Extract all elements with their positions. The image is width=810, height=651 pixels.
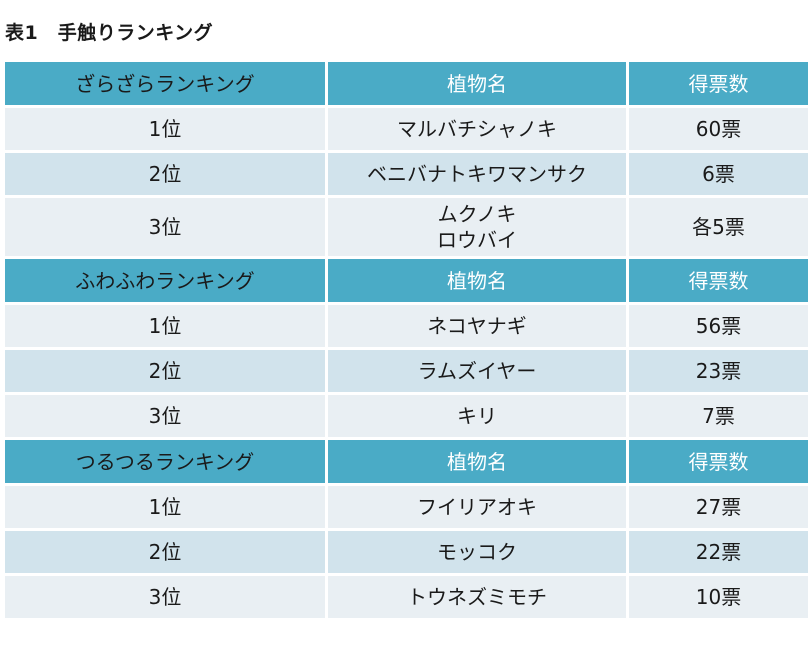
rank-cell: 1位 bbox=[2, 105, 328, 153]
table-row: 1位 ネコヤナギ 56票 bbox=[2, 302, 810, 350]
category-header: つるつるランキング bbox=[2, 437, 328, 486]
votes-header: 得票数 bbox=[626, 256, 810, 305]
votes-cell: 各5票 bbox=[626, 195, 810, 259]
table-row: 2位 ベニバナトキワマンサク 6票 bbox=[2, 150, 810, 198]
rank-cell: 2位 bbox=[2, 347, 328, 395]
plant-name-header: 植物名 bbox=[325, 59, 629, 108]
ranking-table: ざらざらランキング 植物名 得票数 1位 マルバチシャノキ 60票 2位 ベニバ… bbox=[2, 59, 810, 621]
section-header-row: つるつるランキング 植物名 得票数 bbox=[2, 437, 810, 486]
plant-name-header: 植物名 bbox=[325, 256, 629, 305]
plant-name-header: 植物名 bbox=[325, 437, 629, 486]
rank-cell: 3位 bbox=[2, 195, 328, 259]
votes-cell: 56票 bbox=[626, 302, 810, 350]
votes-header: 得票数 bbox=[626, 59, 810, 108]
rank-cell: 2位 bbox=[2, 528, 328, 576]
plant-name: ムクノキ bbox=[437, 202, 517, 226]
table-row: 3位 ムクノキ ロウバイ 各5票 bbox=[2, 195, 810, 259]
plant-cell: フイリアオキ bbox=[325, 483, 629, 531]
category-header: ざらざらランキング bbox=[2, 59, 328, 108]
rank-cell: 3位 bbox=[2, 573, 328, 621]
section-header-row: ふわふわランキング 植物名 得票数 bbox=[2, 256, 810, 305]
votes-cell: 7票 bbox=[626, 392, 810, 440]
category-header: ふわふわランキング bbox=[2, 256, 328, 305]
plant-cell: ラムズイヤー bbox=[325, 347, 629, 395]
rank-cell: 2位 bbox=[2, 150, 328, 198]
rank-cell: 3位 bbox=[2, 392, 328, 440]
rank-cell: 1位 bbox=[2, 302, 328, 350]
table-title: 表1 手触りランキング bbox=[5, 22, 214, 44]
votes-cell: 10票 bbox=[626, 573, 810, 621]
votes-header: 得票数 bbox=[626, 437, 810, 486]
table-row: 2位 ラムズイヤー 23票 bbox=[2, 347, 810, 395]
plant-name: ロウバイ bbox=[437, 228, 517, 252]
plant-cell: ベニバナトキワマンサク bbox=[325, 150, 629, 198]
plant-cell: マルバチシャノキ bbox=[325, 105, 629, 153]
table-row: 1位 フイリアオキ 27票 bbox=[2, 483, 810, 531]
votes-cell: 27票 bbox=[626, 483, 810, 531]
table-row: 3位 トウネズミモチ 10票 bbox=[2, 573, 810, 621]
votes-cell: 23票 bbox=[626, 347, 810, 395]
table-row: 1位 マルバチシャノキ 60票 bbox=[2, 105, 810, 153]
plant-cell: キリ bbox=[325, 392, 629, 440]
table-row: 3位 キリ 7票 bbox=[2, 392, 810, 440]
plant-cell: モッコク bbox=[325, 528, 629, 576]
votes-cell: 22票 bbox=[626, 528, 810, 576]
table-row: 2位 モッコク 22票 bbox=[2, 528, 810, 576]
plant-cell: トウネズミモチ bbox=[325, 573, 629, 621]
plant-cell: ムクノキ ロウバイ bbox=[325, 195, 629, 259]
section-header-row: ざらざらランキング 植物名 得票数 bbox=[2, 59, 810, 108]
votes-cell: 60票 bbox=[626, 105, 810, 153]
plant-cell: ネコヤナギ bbox=[325, 302, 629, 350]
votes-cell: 6票 bbox=[626, 150, 810, 198]
rank-cell: 1位 bbox=[2, 483, 328, 531]
